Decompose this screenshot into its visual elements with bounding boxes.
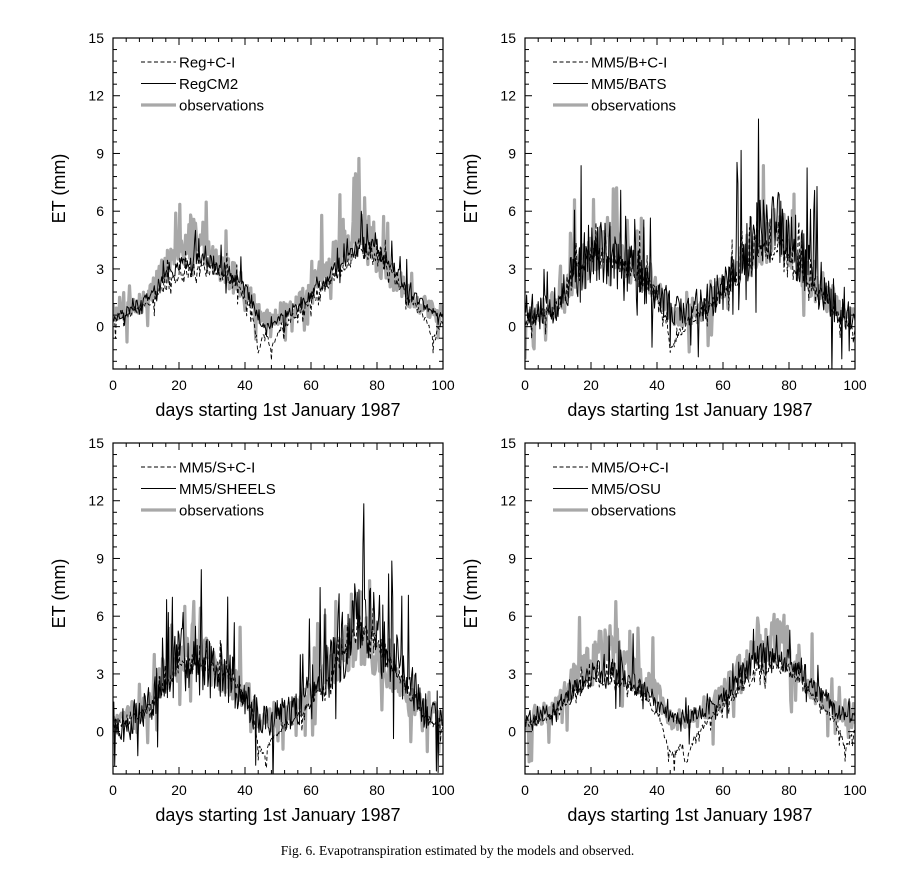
- x-tick-label: 60: [715, 782, 731, 798]
- x-tick-label: 0: [521, 782, 529, 798]
- chart-panel-3: 0 20 40 60 80 100 0 3 6 9 12 15 days starting 1st Ja…: [49, 435, 455, 825]
- legend-entry: observations: [591, 98, 676, 115]
- x-tick-label: 40: [649, 377, 665, 393]
- x-tick-label: 60: [303, 377, 319, 393]
- y-tick-label: 0: [96, 319, 104, 335]
- y-tick-label: 3: [508, 261, 516, 277]
- chart-panel-2: 0 20 40 60 80 100 0 3 6 9 12 15 days starting 1st Ja…: [461, 30, 867, 420]
- legend-entry: MM5/BATS: [591, 76, 667, 93]
- y-tick-label: 3: [508, 666, 516, 682]
- y-tick-label: 6: [96, 608, 104, 624]
- y-tick-label: 9: [508, 145, 516, 161]
- series-line-mm5-bats: [525, 118, 855, 369]
- y-tick-label: 6: [96, 203, 104, 219]
- plot-frame: [112, 37, 444, 370]
- legend-entry: MM5/B+C-I: [591, 55, 667, 72]
- y-tick-label: 15: [88, 435, 104, 451]
- series-line-regcm2: [113, 210, 443, 337]
- x-tick-label: 100: [431, 782, 455, 798]
- x-tick-label: 60: [303, 782, 319, 798]
- legend-entry: observations: [179, 503, 264, 520]
- y-tick-label: 0: [508, 319, 516, 335]
- legend-entry: observations: [591, 503, 676, 520]
- legend-entry: RegCM2: [179, 76, 238, 93]
- legend: MM5/O+C-I MM5/OSU observations: [553, 460, 676, 520]
- legend-entry: observations: [179, 98, 264, 115]
- x-tick-label: 40: [237, 377, 253, 393]
- plot-frame: [524, 442, 856, 775]
- y-tick-label: 15: [500, 30, 516, 46]
- x-tick-label: 80: [781, 782, 797, 798]
- chart-panel-1: 0 20 40 60 80 100 0 3 6 9 12 15 days starting 1st Ja…: [49, 30, 455, 420]
- y-axis-label: ET (mm): [461, 154, 481, 224]
- x-axis-label: days starting 1st January 1987: [567, 805, 812, 825]
- x-axis-label: days starting 1st January 1987: [567, 400, 812, 420]
- plot-area: [113, 503, 443, 774]
- x-tick-label: 80: [369, 377, 385, 393]
- series-line-mm5-o-c-i: [525, 652, 855, 773]
- figure-caption: Fig. 6. Evapotranspiration estimated by …: [280, 843, 635, 858]
- x-tick-label: 40: [649, 782, 665, 798]
- legend-entry: MM5/OSU: [591, 481, 661, 498]
- series-line-observations: [525, 599, 855, 764]
- y-tick-label: 9: [96, 145, 104, 161]
- y-tick-label: 12: [500, 88, 516, 104]
- y-tick-label: 6: [508, 203, 516, 219]
- y-tick-label: 12: [88, 493, 104, 509]
- x-tick-label: 20: [583, 377, 599, 393]
- legend: Reg+C-I RegCM2 observations: [141, 55, 264, 115]
- x-tick-label: 20: [171, 377, 187, 393]
- legend: MM5/B+C-I MM5/BATS observations: [553, 55, 676, 115]
- y-tick-label: 3: [96, 666, 104, 682]
- x-tick-label: 80: [781, 377, 797, 393]
- x-tick-label: 100: [843, 782, 867, 798]
- x-tick-label: 40: [237, 782, 253, 798]
- y-tick-label: 12: [88, 88, 104, 104]
- y-tick-label: 15: [88, 30, 104, 46]
- y-axis-label: ET (mm): [49, 559, 69, 629]
- x-tick-label: 0: [109, 377, 117, 393]
- x-tick-label: 20: [171, 782, 187, 798]
- legend-entry: MM5/O+C-I: [591, 460, 669, 477]
- x-tick-label: 80: [369, 782, 385, 798]
- plot-frame: [524, 37, 856, 370]
- plot-area: [525, 599, 855, 773]
- series-line-reg-c-i: [113, 237, 443, 361]
- x-axis-label: days starting 1st January 1987: [155, 805, 400, 825]
- series-line-observations: [113, 156, 443, 344]
- x-tick-label: 100: [843, 377, 867, 393]
- y-axis-label: ET (mm): [461, 559, 481, 629]
- x-tick-label: 0: [521, 377, 529, 393]
- y-tick-label: 3: [96, 261, 104, 277]
- x-tick-label: 20: [583, 782, 599, 798]
- y-tick-label: 6: [508, 608, 516, 624]
- legend: MM5/S+C-I MM5/SHEELS observations: [141, 460, 276, 520]
- plot-area: [113, 156, 443, 361]
- y-tick-label: 0: [508, 724, 516, 740]
- x-tick-label: 0: [109, 782, 117, 798]
- legend-entry: MM5/SHEELS: [179, 481, 276, 498]
- series-line-mm5-osu: [525, 628, 855, 745]
- y-tick-label: 15: [500, 435, 516, 451]
- x-axis-label: days starting 1st January 1987: [155, 400, 400, 420]
- series-line-mm5-sheels: [113, 503, 443, 774]
- legend-entry: MM5/S+C-I: [179, 460, 255, 477]
- y-tick-label: 9: [508, 550, 516, 566]
- chart-panel-4: 0 20 40 60 80 100 0 3 6 9 12 15 days starting 1st Ja…: [461, 435, 867, 825]
- y-tick-label: 12: [500, 493, 516, 509]
- y-axis-label: ET (mm): [49, 154, 69, 224]
- y-tick-label: 0: [96, 724, 104, 740]
- legend-entry: Reg+C-I: [179, 55, 235, 72]
- x-tick-label: 100: [431, 377, 455, 393]
- y-tick-label: 9: [96, 550, 104, 566]
- plot-frame: [112, 442, 444, 775]
- plot-area: [525, 118, 855, 369]
- x-tick-label: 60: [715, 377, 731, 393]
